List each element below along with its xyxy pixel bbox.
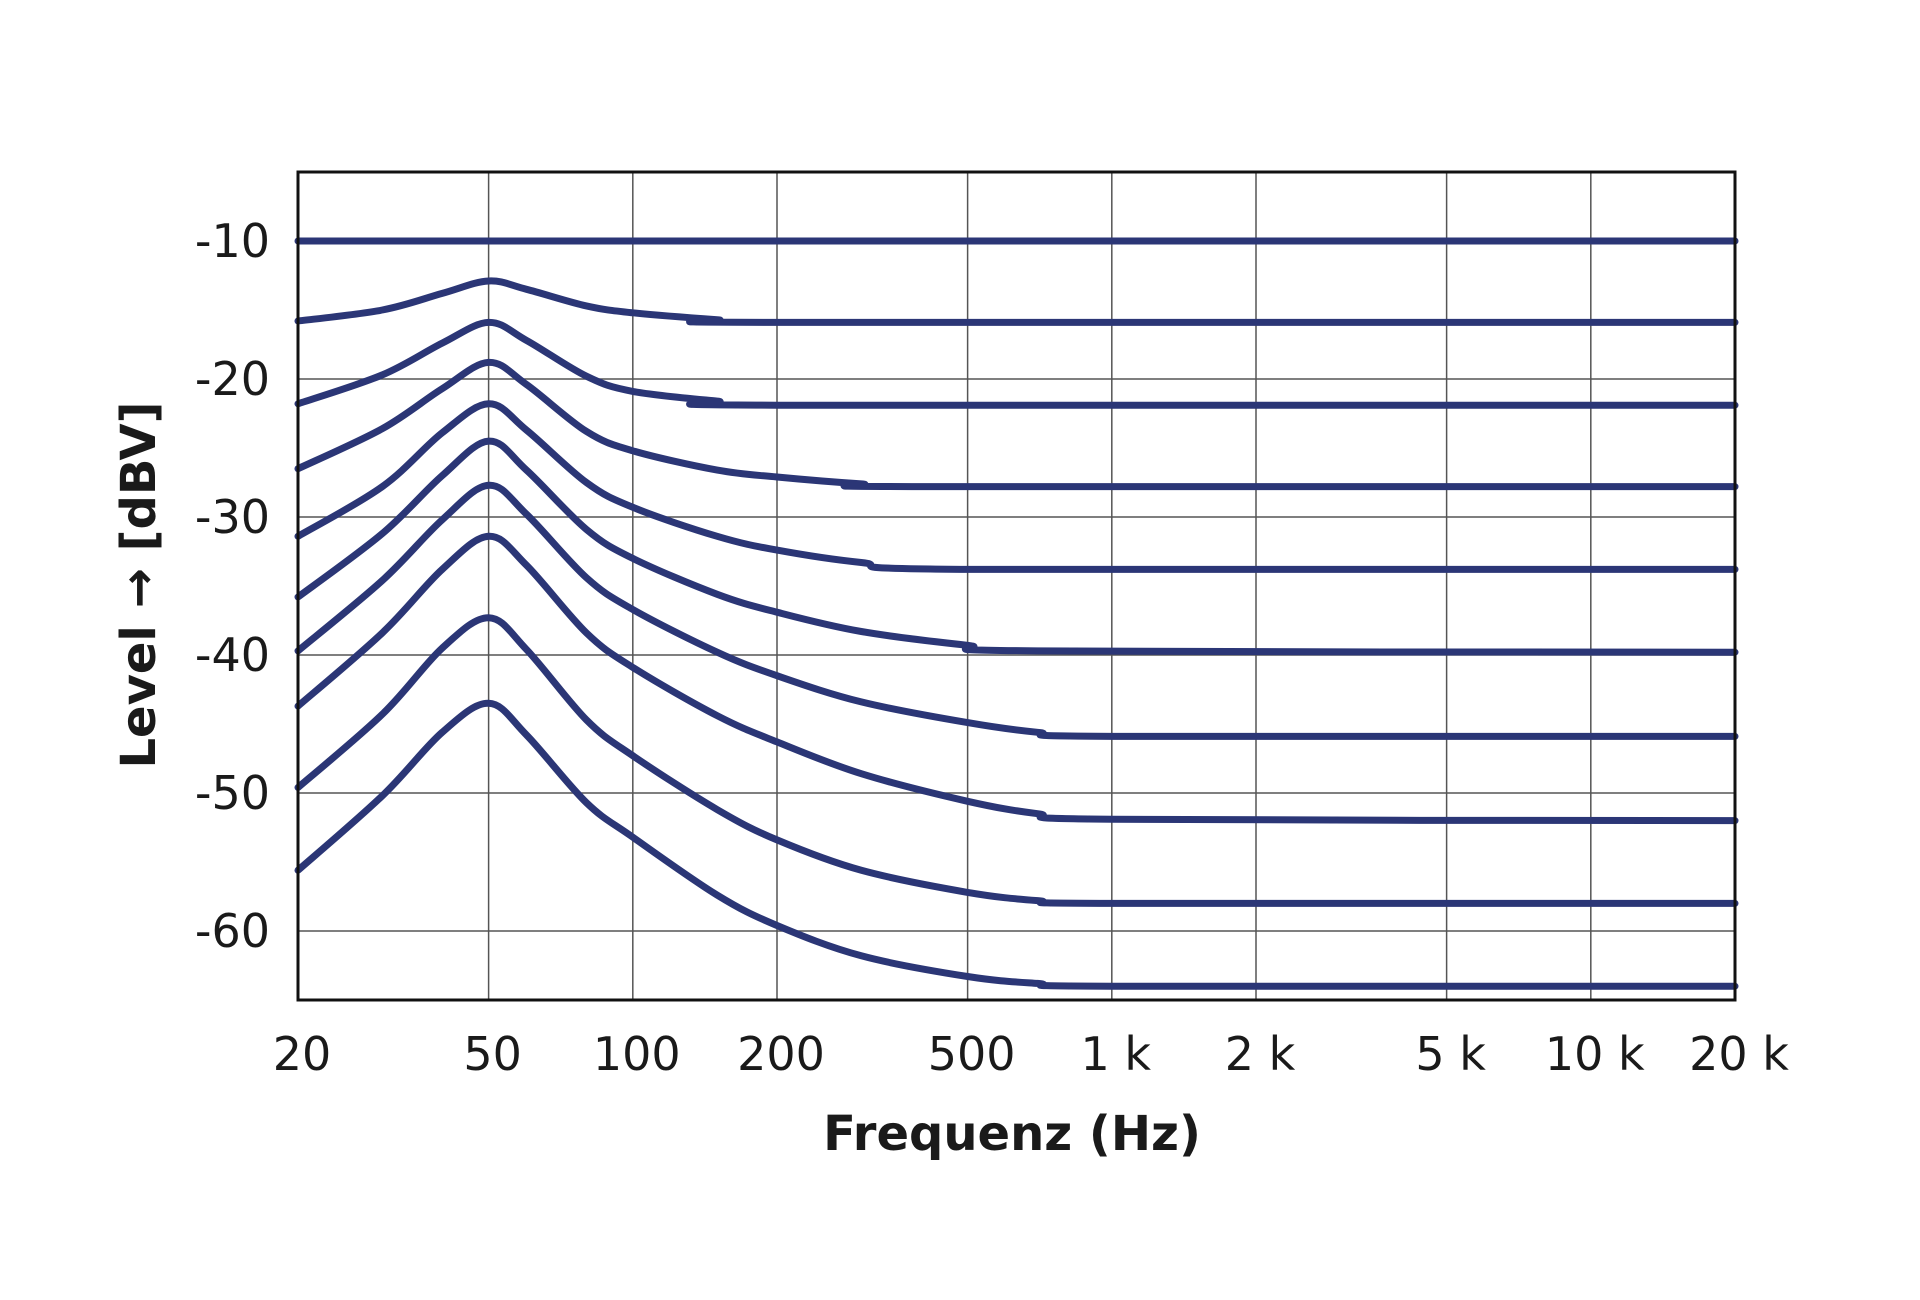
x-tick-label: 100 bbox=[593, 1027, 681, 1081]
y-tick-label: -40 bbox=[195, 628, 270, 682]
series-line-4 bbox=[294, 358, 1739, 491]
y-tick-label: -30 bbox=[195, 490, 270, 544]
x-tick-label: 500 bbox=[928, 1027, 1016, 1081]
x-tick-label: 20 bbox=[273, 1027, 332, 1081]
y-tick-label: -60 bbox=[195, 904, 270, 958]
y-tick-label: -50 bbox=[195, 766, 270, 820]
series-line-3 bbox=[294, 318, 1739, 409]
series-line-10 bbox=[294, 699, 1739, 990]
x-tick-label: 5 k bbox=[1415, 1027, 1486, 1081]
y-tick-labels: -10 -20 -30 -40 -50 -60 bbox=[195, 214, 270, 958]
grid bbox=[297, 172, 1736, 1000]
series-line-8 bbox=[294, 532, 1739, 825]
x-tick-labels: 20 50 100 200 500 1 k 2 k 5 k 10 k 20 k bbox=[273, 1027, 1790, 1081]
x-tick-label: 10 k bbox=[1545, 1027, 1645, 1081]
x-tick-label: 20 k bbox=[1689, 1027, 1789, 1081]
plot-frame bbox=[296, 170, 1737, 1002]
series-curves bbox=[294, 237, 1739, 990]
y-axis-title: Level → [dBV] bbox=[111, 401, 167, 768]
x-axis-title: Frequenz (Hz) bbox=[823, 1106, 1201, 1162]
series-line-7 bbox=[294, 481, 1739, 740]
x-tick-label: 2 k bbox=[1225, 1027, 1296, 1081]
y-tick-label: -20 bbox=[195, 352, 270, 406]
x-tick-label: 50 bbox=[463, 1027, 522, 1081]
series-line-2 bbox=[294, 277, 1739, 326]
series-line-6 bbox=[294, 437, 1739, 656]
x-tick-label: 1 k bbox=[1081, 1027, 1152, 1081]
x-tick-label: 200 bbox=[737, 1027, 825, 1081]
series-line-9 bbox=[294, 614, 1739, 907]
series-line-5 bbox=[294, 400, 1739, 573]
y-tick-label: -10 bbox=[195, 214, 270, 268]
